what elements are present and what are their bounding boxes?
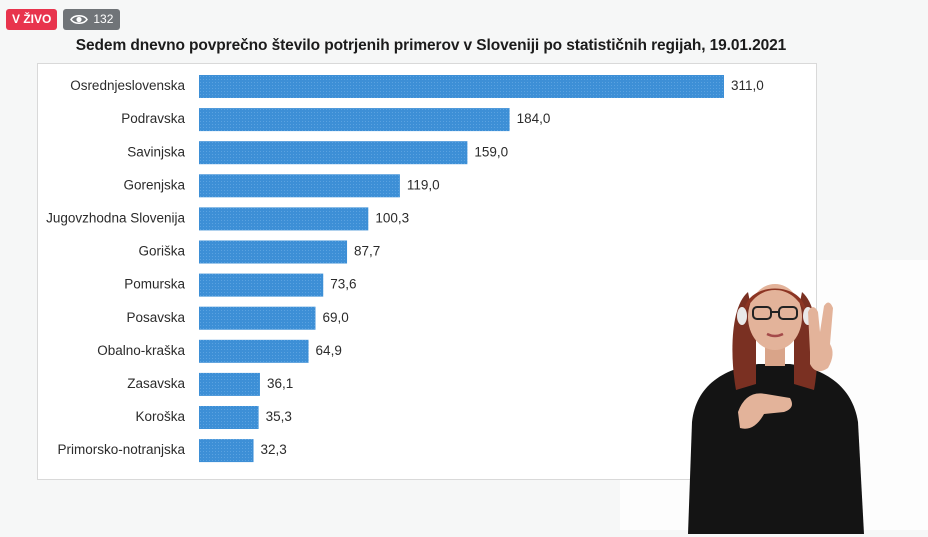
category-label: Pomurska: [124, 277, 185, 292]
eye-icon: [70, 14, 89, 25]
bar: [199, 108, 510, 132]
value-label: 100,3: [375, 210, 409, 225]
value-label: 32,3: [261, 442, 287, 457]
category-label: Primorsko-notranjska: [57, 442, 185, 457]
stream-overlay: V ŽIVO 132: [6, 9, 121, 30]
live-badge[interactable]: V ŽIVO: [6, 9, 58, 30]
category-label: Zasavska: [127, 376, 185, 391]
category-label: Osrednjeslovenska: [70, 78, 185, 93]
value-label: 159,0: [474, 144, 508, 159]
category-label: Koroška: [135, 409, 185, 424]
category-label: Goriška: [138, 244, 185, 259]
bar: [199, 339, 309, 363]
value-label: 119,0: [407, 177, 440, 192]
bar: [199, 439, 254, 463]
value-label: 64,9: [316, 343, 342, 358]
bar-chart: Osrednjeslovenska 311,0 Podravska 184,0 Savi…: [46, 75, 764, 463]
bar: [199, 207, 369, 231]
bar: [199, 273, 324, 297]
value-label: 311,0: [731, 78, 764, 93]
category-label: Jugovzhodna Slovenija: [46, 210, 185, 225]
view-count: 132: [93, 12, 114, 26]
category-label: Podravska: [121, 111, 185, 126]
value-label: 69,0: [322, 310, 348, 325]
sign-language-interpreter: [688, 284, 864, 534]
category-label: Posavska: [126, 310, 185, 325]
value-label: 184,0: [517, 111, 551, 126]
category-label: Savinjska: [127, 144, 185, 159]
bar: [199, 406, 259, 429]
chart-title: Sedem dnevno povprečno število potrjenih…: [75, 37, 787, 54]
value-label: 73,6: [330, 277, 356, 292]
view-count-badge: 132: [63, 9, 121, 30]
category-label: Gorenjska: [123, 177, 185, 192]
bar: [199, 240, 348, 264]
value-label: 35,3: [266, 409, 292, 424]
bar: [199, 174, 400, 198]
value-label: 36,1: [267, 376, 293, 391]
bar: [199, 306, 316, 330]
category-label: Obalno-kraška: [97, 343, 185, 358]
chart-panel: Osrednjeslovenska 311,0 Podravska 184,0 Savi…: [37, 63, 817, 480]
bar: [199, 372, 260, 396]
bar: [199, 141, 468, 165]
bar: [199, 75, 724, 98]
value-label: 87,7: [354, 244, 380, 259]
